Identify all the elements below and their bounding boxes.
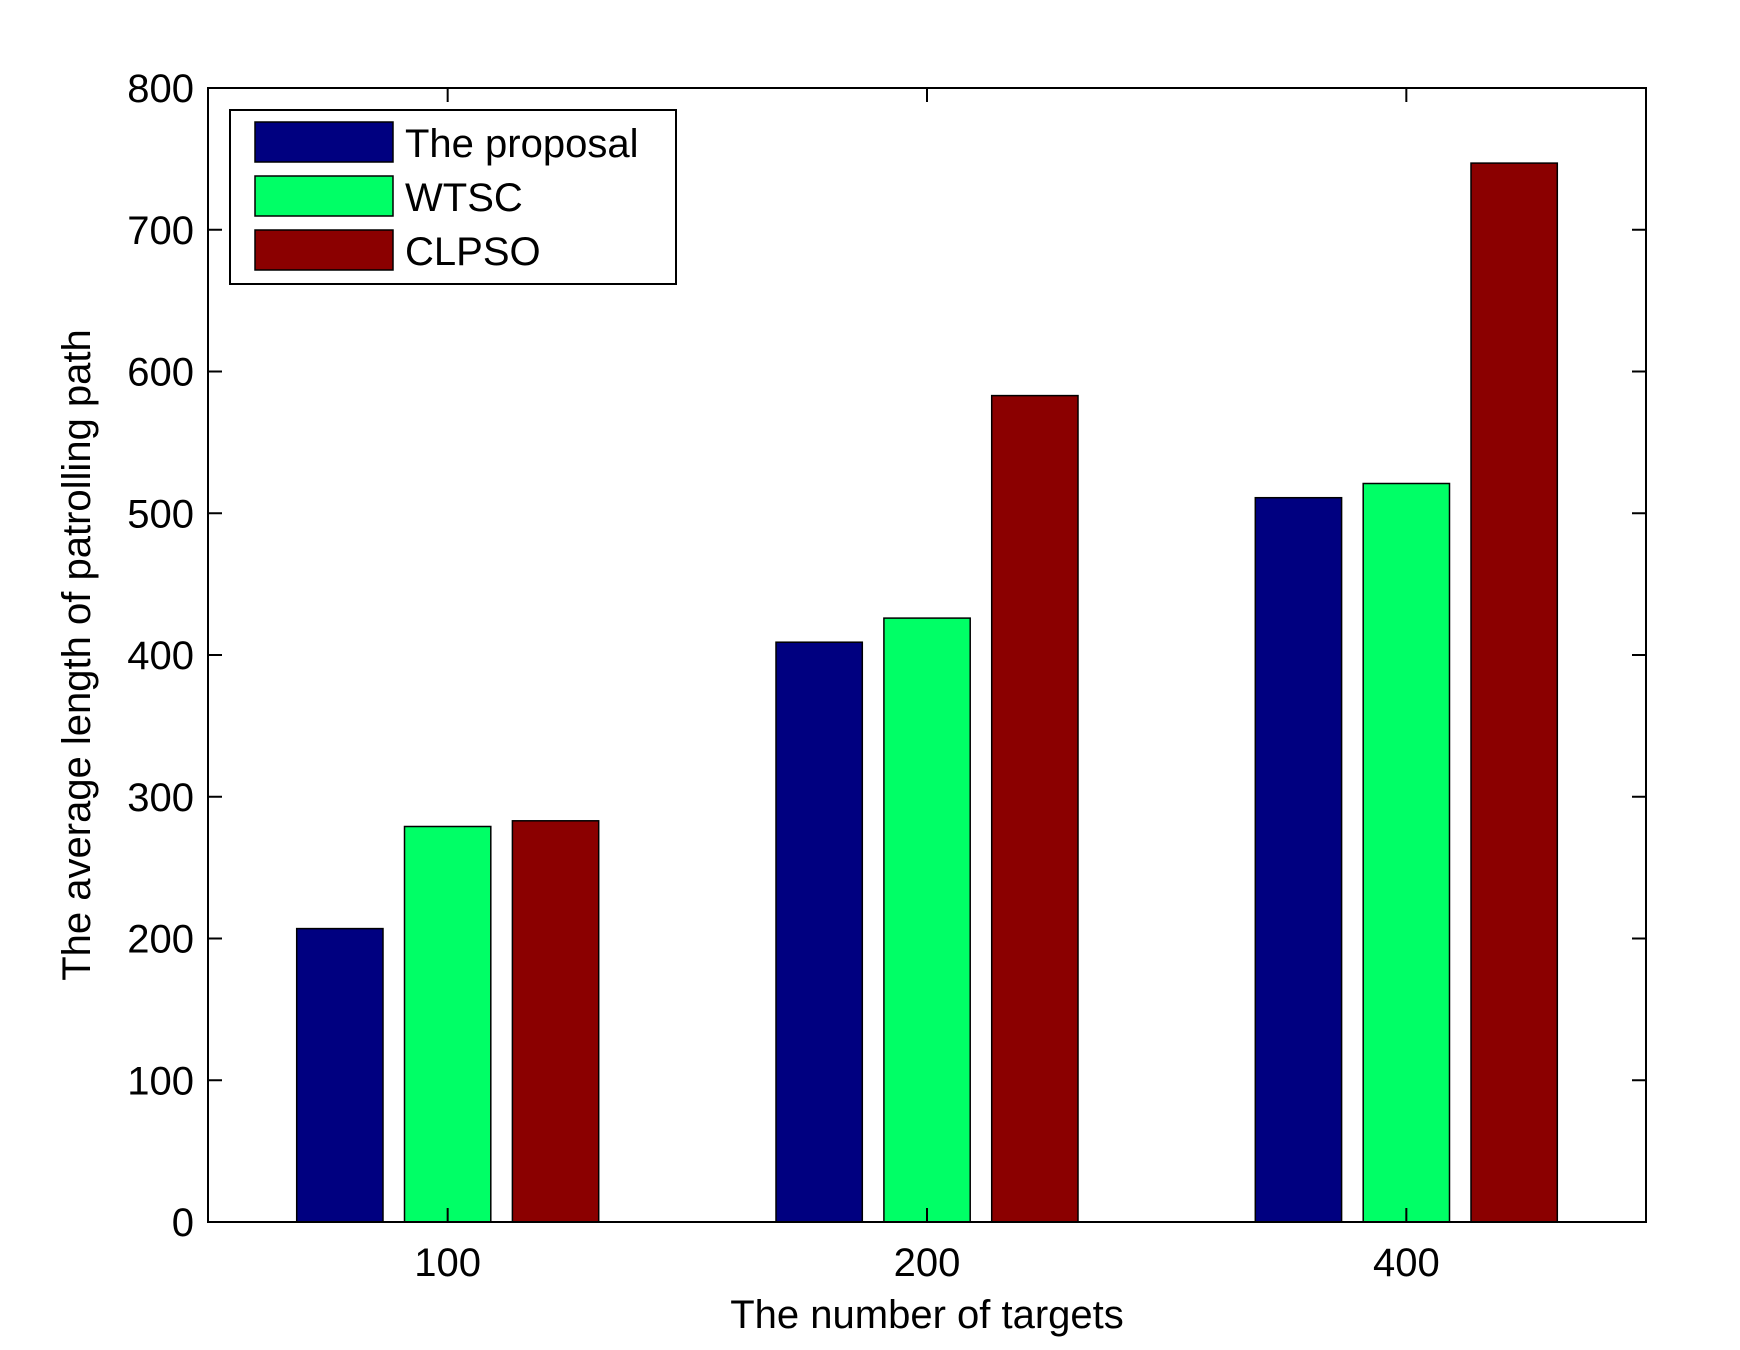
y-tick-label: 500	[127, 492, 194, 536]
legend-swatch-wtsc	[254, 175, 394, 217]
bar-wtsc-100	[403, 825, 492, 1223]
axes-frame	[207, 87, 1647, 1223]
legend-swatch-clpso	[254, 229, 394, 271]
x-tick-label: 100	[414, 1241, 481, 1285]
y-tick-label: 300	[127, 776, 194, 820]
bar-wtsc-200	[883, 617, 971, 1223]
y-tick-label: 0	[172, 1201, 194, 1245]
ticks-group: 0 100 200 300 400 500 600 700 800 100 200 400	[127, 67, 1646, 1285]
legend-label-clpso: CLPSO	[405, 230, 541, 274]
bars-group	[295, 162, 1559, 1223]
x-tick-label: 200	[894, 1241, 961, 1285]
x-axis-label: The number of targets	[730, 1293, 1124, 1337]
bar-the-proposal-100	[295, 927, 384, 1223]
y-tick-label: 700	[127, 209, 194, 253]
legend-swatch-the-proposal	[254, 121, 394, 163]
bar-the-proposal-400	[1254, 496, 1343, 1223]
y-tick-label: 800	[127, 67, 194, 111]
legend-label-the-proposal: The proposal	[405, 122, 638, 166]
legend-label-wtsc: WTSC	[405, 176, 523, 220]
bar-wtsc-400	[1362, 482, 1451, 1223]
bar-clpso-200	[990, 394, 1079, 1223]
y-tick-label: 200	[127, 918, 194, 962]
y-tick-label: 600	[127, 351, 194, 395]
legend: The proposal WTSC CLPSO	[229, 109, 677, 285]
bar-clpso-400	[1470, 162, 1559, 1223]
y-tick-label: 400	[127, 634, 194, 678]
bar-the-proposal-200	[775, 641, 864, 1223]
x-tick-label: 400	[1373, 1241, 1440, 1285]
y-tick-label: 100	[127, 1059, 194, 1103]
bar-clpso-100	[511, 820, 600, 1223]
y-axis-label: The average length of patrolling path	[55, 329, 99, 981]
